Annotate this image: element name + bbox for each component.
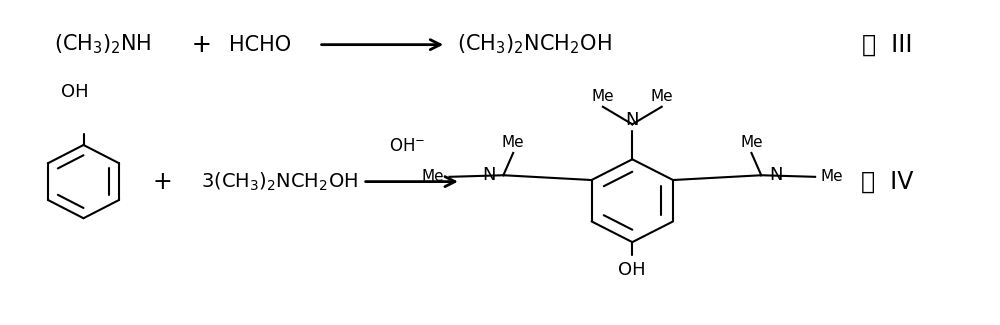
Text: HCHO: HCHO [229, 35, 291, 55]
Text: Me: Me [592, 89, 614, 104]
Text: 式  IV: 式 IV [861, 170, 913, 194]
Text: +: + [191, 32, 211, 57]
Text: N: N [769, 166, 783, 184]
Text: Me: Me [820, 169, 843, 184]
Text: +: + [152, 170, 172, 194]
Text: OH: OH [618, 261, 646, 279]
Text: (CH$_3$)$_2$NCH$_2$OH: (CH$_3$)$_2$NCH$_2$OH [457, 33, 612, 57]
Text: Me: Me [422, 169, 445, 184]
Text: (CH$_3$)$_2$NH: (CH$_3$)$_2$NH [54, 33, 152, 57]
Text: +: + [191, 32, 211, 57]
Text: Me: Me [740, 135, 763, 150]
Text: N: N [482, 166, 496, 184]
Text: 3(CH$_3$)$_2$NCH$_2$OH: 3(CH$_3$)$_2$NCH$_2$OH [201, 170, 358, 193]
Text: N: N [626, 111, 639, 129]
Text: OH: OH [61, 84, 89, 101]
Text: Me: Me [502, 135, 524, 150]
Text: 式  III: 式 III [862, 32, 912, 57]
Text: OH$^{-}$: OH$^{-}$ [389, 136, 425, 155]
Text: Me: Me [650, 89, 673, 104]
